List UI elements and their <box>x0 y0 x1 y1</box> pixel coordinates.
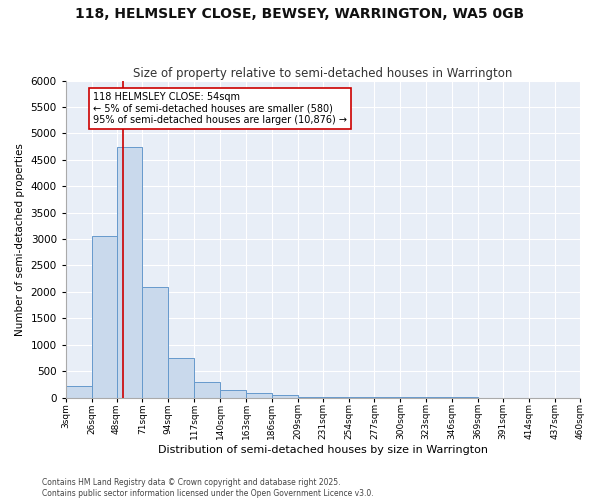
Bar <box>246 393 272 398</box>
Text: 118 HELMSLEY CLOSE: 54sqm
← 5% of semi-detached houses are smaller (580)
95% of : 118 HELMSLEY CLOSE: 54sqm ← 5% of semi-d… <box>93 92 347 126</box>
Y-axis label: Number of semi-detached properties: Number of semi-detached properties <box>15 142 25 336</box>
Bar <box>169 358 194 398</box>
Title: Size of property relative to semi-detached houses in Warrington: Size of property relative to semi-detach… <box>133 66 513 80</box>
Bar <box>298 396 323 398</box>
Bar <box>92 236 116 398</box>
Bar <box>220 390 246 398</box>
Bar <box>142 286 169 398</box>
Bar <box>116 146 142 398</box>
X-axis label: Distribution of semi-detached houses by size in Warrington: Distribution of semi-detached houses by … <box>158 445 488 455</box>
Text: Contains HM Land Registry data © Crown copyright and database right 2025.
Contai: Contains HM Land Registry data © Crown c… <box>42 478 374 498</box>
Bar <box>272 396 298 398</box>
Bar <box>66 386 92 398</box>
Bar <box>194 382 220 398</box>
Text: 118, HELMSLEY CLOSE, BEWSEY, WARRINGTON, WA5 0GB: 118, HELMSLEY CLOSE, BEWSEY, WARRINGTON,… <box>76 8 524 22</box>
